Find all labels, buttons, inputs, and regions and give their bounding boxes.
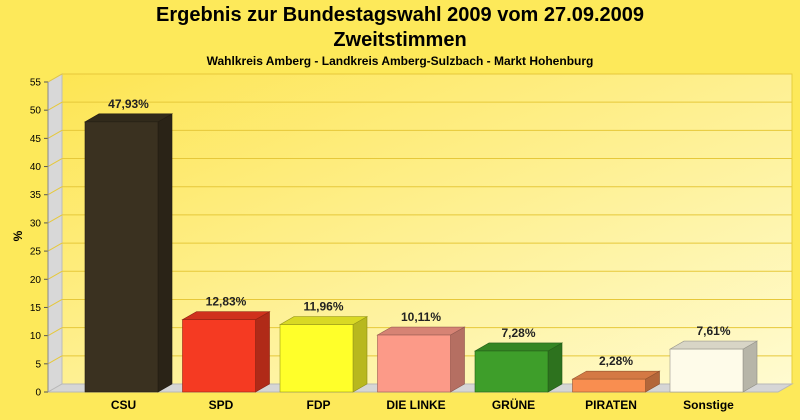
- gridline-side: [47, 242, 63, 252]
- gridline-side: [47, 129, 63, 139]
- bar-top: [571, 370, 661, 380]
- bar: [474, 350, 549, 393]
- data-label: 7,61%: [696, 324, 730, 338]
- gridline-side: [47, 158, 63, 167]
- bar: [182, 319, 256, 393]
- chart-region: Wahlkreis Amberg - Landkreis Amberg-Sulz…: [206, 54, 594, 68]
- bar-top: [376, 326, 466, 336]
- x-tick-label: PIRATEN: [585, 398, 637, 412]
- gridline-side: [47, 73, 63, 83]
- bar-top: [668, 340, 759, 350]
- bar-top: [181, 311, 271, 320]
- y-tick-label: 20: [30, 275, 42, 286]
- bar-top: [278, 316, 369, 325]
- data-label: 10,11%: [401, 310, 441, 324]
- x-tick-label: GRÜNE: [492, 397, 535, 412]
- y-tick-label: 10: [30, 331, 42, 342]
- bar-side: [157, 113, 173, 393]
- data-label: 7,28%: [501, 326, 535, 340]
- y-tick-label: 5: [35, 359, 41, 370]
- bar: [279, 324, 354, 393]
- y-tick-label: 50: [30, 106, 42, 117]
- bar: [669, 348, 744, 393]
- gridline-side: [47, 186, 63, 196]
- bar-side: [255, 311, 270, 393]
- gridline-side: [47, 214, 63, 224]
- y-tick-label: 55: [30, 78, 42, 89]
- gridline-side: [47, 327, 63, 337]
- x-tick-label: FDP: [307, 398, 331, 412]
- data-label: 47,93%: [108, 97, 149, 111]
- y-tick-label: 45: [30, 134, 42, 145]
- y-tick-label: 25: [30, 247, 42, 258]
- bar-top: [83, 113, 174, 123]
- y-tick-label: 40: [30, 162, 42, 173]
- y-tick-label: 15: [30, 303, 42, 314]
- data-label: 11,96%: [303, 300, 343, 314]
- bar: [572, 378, 646, 393]
- data-label: 2,28%: [599, 354, 633, 368]
- y-tick-label: 35: [30, 190, 42, 201]
- y-axis-label: %: [11, 230, 25, 241]
- gridline-side: [47, 355, 63, 365]
- chart-title: Ergebnis zur Bundestagswahl 2009 vom 27.…: [156, 4, 644, 26]
- plot-side-wall: [47, 73, 63, 393]
- gridline-side: [47, 101, 63, 111]
- gridline-side: [47, 299, 63, 308]
- gridline-side: [47, 270, 63, 280]
- y-tick-label: 30: [30, 218, 42, 229]
- bar-side: [742, 340, 758, 393]
- chart-subtitle: Zweitstimmen: [333, 29, 467, 51]
- bar: [84, 121, 159, 393]
- bar-top: [473, 342, 564, 352]
- x-tick-label: Sonstige: [683, 398, 734, 412]
- x-tick-label: DIE LINKE: [386, 398, 445, 412]
- bar-side: [450, 326, 465, 393]
- x-tick-label: CSU: [111, 398, 136, 412]
- x-tick-label: SPD: [209, 398, 234, 412]
- bar-side: [547, 342, 563, 393]
- data-label: 12,83%: [206, 295, 247, 309]
- bar: [377, 334, 451, 393]
- bar-side: [352, 316, 368, 393]
- y-tick-label: 0: [35, 388, 41, 399]
